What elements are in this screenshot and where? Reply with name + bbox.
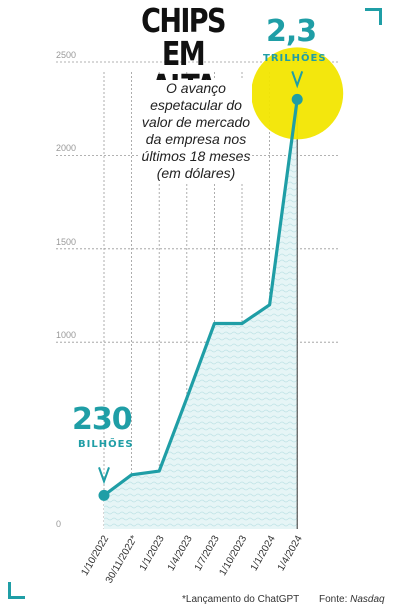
start-value-callout: 230	[72, 402, 133, 437]
highlight-circle	[251, 47, 344, 140]
footnote: *Lançamento do ChatGPT	[182, 594, 300, 605]
corner-mark-bottom-left	[8, 582, 25, 599]
start-value-unit: BILHÕES	[78, 439, 134, 450]
end-value-callout: 2,3	[266, 14, 317, 49]
pointer-chevron-icon	[98, 467, 110, 485]
y-tick-label: 0	[56, 519, 62, 529]
series-line	[102, 97, 299, 497]
source-name: Nasdaq	[350, 594, 385, 605]
chart-subtitle: O avanço espetacular do valor de mercado…	[140, 80, 252, 182]
y-tick-label: 1000	[56, 330, 77, 341]
y-tick-label: 2000	[56, 143, 77, 154]
pointer-chevron-icon	[291, 71, 304, 89]
end-value-unit: TRILHÕES	[263, 53, 327, 64]
corner-mark-top-right	[365, 8, 382, 25]
source-credit: Fonte: Nasdaq	[319, 594, 385, 605]
y-tick-label: 2500	[56, 50, 77, 60]
area-fill	[104, 99, 298, 530]
source-label: Fonte:	[319, 594, 348, 605]
y-tick-label: 1500	[56, 236, 77, 247]
data-point	[98, 489, 110, 501]
data-point	[291, 93, 303, 105]
